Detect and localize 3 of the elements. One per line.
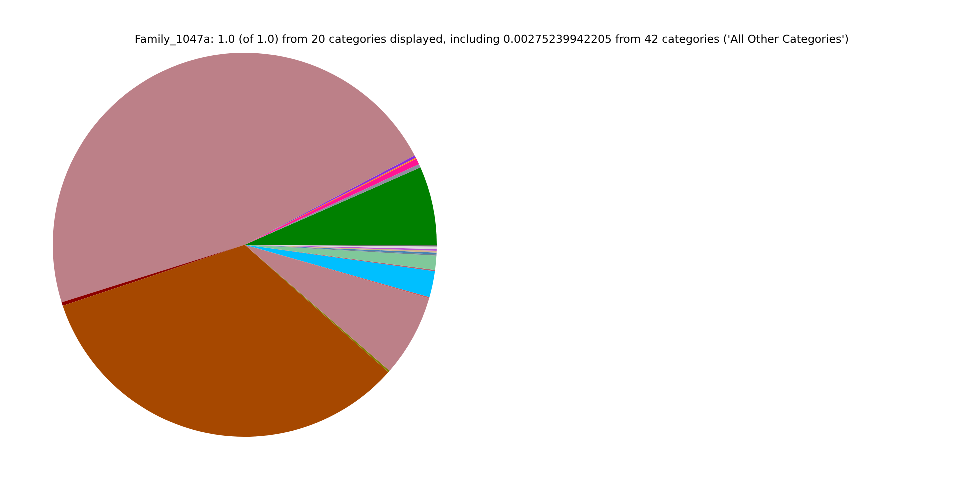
pie-slice (62, 245, 245, 306)
text: Family_1047a: 1.0 (of 1.0) from 20 categories displayed, including 0.00275239942205 from 42 categories ('All Other Categories') (134, 33, 850, 46)
pie-slice (62, 245, 389, 437)
